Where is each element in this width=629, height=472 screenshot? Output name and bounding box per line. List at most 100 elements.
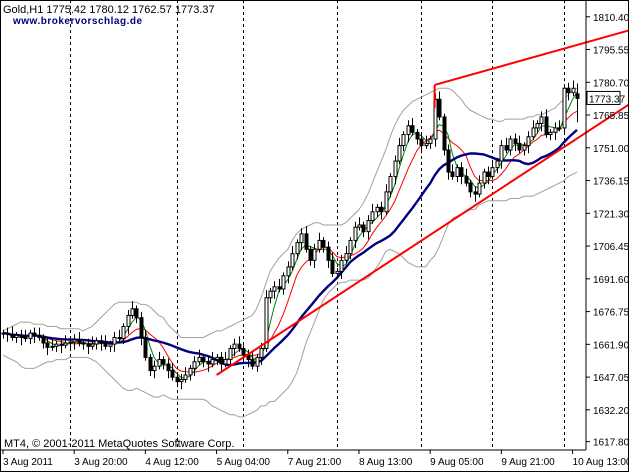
- candle-body: [1, 332, 6, 335]
- candle-body: [90, 343, 95, 347]
- time-tick-label: 9 Aug 05:00: [430, 457, 484, 468]
- candle-body: [45, 342, 50, 348]
- ma-blue-line: [2, 129, 578, 367]
- candle-body: [424, 142, 429, 147]
- candle-body: [526, 136, 531, 147]
- candle-body: [397, 145, 402, 162]
- candle-body: [241, 348, 246, 356]
- candle-body: [557, 127, 562, 130]
- price-tick-label: 1706.45: [593, 242, 629, 253]
- price-tick-label: 1751.00: [593, 144, 629, 155]
- candle-body: [112, 337, 117, 345]
- candle-body: [553, 127, 558, 133]
- candle-body: [215, 356, 220, 361]
- candle-body: [117, 337, 122, 340]
- candle-body: [188, 367, 193, 376]
- candle-body: [37, 334, 42, 339]
- trendline-resistance[interactable]: [434, 19, 629, 86]
- candlesticks: [1, 80, 580, 390]
- candle-body: [490, 167, 495, 177]
- candle-body: [237, 343, 242, 350]
- candle-body: [41, 337, 46, 344]
- candle-body: [353, 226, 358, 241]
- candle-body: [388, 175, 393, 193]
- price-tick-label: 1691.60: [593, 275, 629, 286]
- candle-body: [495, 160, 500, 169]
- candle-body: [232, 343, 237, 350]
- candle-body: [161, 359, 166, 365]
- candle-body: [312, 248, 317, 261]
- candle-body: [103, 342, 108, 347]
- candle-body: [459, 167, 464, 177]
- candle-body: [250, 359, 255, 367]
- candle-body: [179, 378, 184, 383]
- price-tick-label: 1632.20: [593, 406, 629, 417]
- candle-body: [473, 191, 478, 195]
- candle-body: [393, 160, 398, 177]
- candle-body: [548, 131, 553, 136]
- trendlines: [216, 19, 629, 376]
- candle-body: [531, 127, 536, 138]
- symbol-ohlc-label: Gold,H1 1775.42 1780.12 1762.57 1773.37: [3, 4, 215, 16]
- period-separators: [70, 0, 565, 450]
- candle-body: [513, 138, 518, 144]
- candle-body: [268, 290, 273, 299]
- candle-body: [19, 334, 24, 339]
- candle-body: [446, 149, 451, 173]
- candle-body: [126, 314, 131, 327]
- candle-body: [464, 175, 469, 184]
- candle-body: [428, 138, 433, 144]
- candle-body: [401, 134, 406, 147]
- candle-body: [77, 339, 82, 344]
- candle-body: [544, 116, 549, 136]
- candle-body: [450, 171, 455, 177]
- candle-body: [281, 275, 286, 290]
- candle-body: [361, 224, 366, 233]
- time-tick-label: 3 Aug 2011: [3, 457, 53, 468]
- candle-body: [335, 270, 340, 275]
- candle-body: [228, 348, 233, 361]
- current-price-box: [586, 90, 621, 105]
- candle-body: [134, 308, 139, 319]
- candle-body: [366, 220, 371, 233]
- candle-body: [23, 337, 28, 340]
- candle-body: [410, 125, 415, 133]
- price-tick-label: 1617.80: [593, 438, 629, 449]
- candle-body: [357, 224, 362, 228]
- candle-body: [32, 332, 37, 336]
- candle-body: [339, 259, 344, 272]
- candle-body: [206, 361, 211, 365]
- candle-body: [5, 332, 10, 335]
- trendline-support[interactable]: [216, 77, 629, 376]
- price-tick-label: 1795.55: [593, 46, 629, 57]
- candle-body: [108, 343, 113, 347]
- candle-body: [482, 171, 487, 184]
- time-tick-label: 9 Aug 21:00: [501, 457, 555, 468]
- candle-body: [86, 343, 91, 347]
- candle-body: [504, 145, 509, 151]
- candle-body: [121, 325, 126, 340]
- plot-area: [0, 0, 586, 450]
- copyright-label: MT4, © 2001-2011 MetaQuotes Software Cor…: [4, 438, 235, 450]
- candle-body: [295, 242, 300, 255]
- bollinger-upper-line: [2, 87, 578, 338]
- candle-body: [517, 142, 522, 151]
- candle-body: [321, 239, 326, 248]
- candle-body: [143, 337, 148, 358]
- price-tick-label: 1721.30: [593, 209, 629, 220]
- candle-body: [406, 125, 411, 136]
- candle-body: [272, 286, 277, 292]
- candle-body: [223, 359, 228, 365]
- website-label[interactable]: www.brokervorschlag.de: [13, 16, 143, 27]
- candle-body: [201, 356, 206, 363]
- candle-body: [375, 206, 380, 213]
- bollinger-lower-line: [2, 171, 578, 418]
- candle-body: [535, 123, 540, 129]
- candle-body: [508, 138, 513, 151]
- candle-body: [326, 246, 331, 261]
- price-axis: 1810.40 1795.55 1780.70 1765.85 1751.00 1736.…: [586, 13, 629, 449]
- price-tick-label: 1676.75: [593, 308, 629, 319]
- candle-body: [170, 370, 175, 378]
- candle-body: [575, 93, 580, 99]
